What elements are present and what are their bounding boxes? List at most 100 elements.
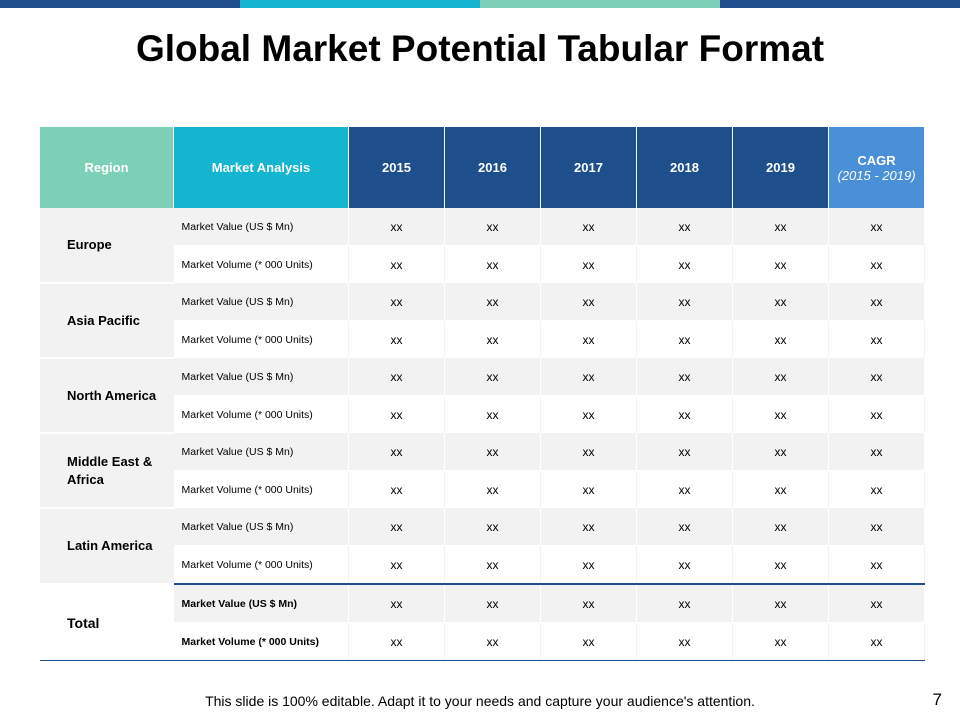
value-cell: xx — [444, 508, 541, 546]
value-cell: xx — [828, 433, 925, 471]
value-cell: xx — [636, 622, 733, 661]
value-cell: xx — [348, 358, 445, 396]
value-cell: xx — [444, 545, 541, 584]
table-header-row: Region Market Analysis 2015 2016 2017 20… — [40, 127, 925, 208]
slide-title: Global Market Potential Tabular Format — [135, 28, 825, 69]
value-cell: xx — [732, 208, 829, 246]
top-color-bar — [0, 0, 960, 8]
top-bar-segment — [0, 0, 240, 8]
value-cell: xx — [348, 245, 445, 283]
header-cagr-label: CAGR — [857, 152, 896, 168]
value-cell: xx — [348, 208, 445, 246]
market-analysis-cell: Market Value (US $ Mn) — [173, 208, 349, 246]
value-cell: xx — [540, 433, 637, 471]
value-cell: xx — [444, 358, 541, 396]
market-analysis-cell: Market Value (US $ Mn) — [173, 508, 349, 546]
value-cell: xx — [828, 508, 925, 546]
region-cell: North America — [40, 358, 174, 434]
value-cell: xx — [636, 320, 733, 358]
value-cell: xx — [732, 245, 829, 283]
value-cell: xx — [828, 622, 925, 661]
table-row: Europe Market Value (US $ Mn) xx xx xx xx xx xx — [40, 208, 925, 284]
value-cell: xx — [636, 358, 733, 396]
value-cell: xx — [636, 583, 733, 623]
table-row: Total Market Value (US $ Mn) xx xx xx xx xx xx — [40, 583, 925, 661]
value-cell: xx — [540, 583, 637, 623]
value-cell: xx — [444, 395, 541, 433]
top-bar-segment — [720, 0, 960, 8]
value-cell: xx — [636, 433, 733, 471]
value-cell: xx — [828, 545, 925, 584]
value-cell: xx — [828, 470, 925, 508]
header-year-2016: 2016 — [444, 127, 541, 208]
value-cell: xx — [348, 622, 445, 661]
value-cell: xx — [828, 320, 925, 358]
market-analysis-cell: Market Value (US $ Mn) — [173, 583, 349, 623]
value-cell: xx — [732, 583, 829, 623]
table-row: Market Volume (* 000 Units) xx xx xx xx xx xx — [40, 320, 925, 358]
value-cell: xx — [444, 622, 541, 661]
value-cell: xx — [828, 283, 925, 321]
table-row: Market Volume (* 000 Units) xx xx xx xx xx xx — [40, 395, 925, 433]
table-row: Market Volume (* 000 Units) xx xx xx xx xx xx — [40, 545, 925, 584]
table-row: Latin America Market Value (US $ Mn) xx xx x… — [40, 508, 925, 585]
value-cell: xx — [348, 320, 445, 358]
page-number: 7 — [932, 690, 942, 709]
value-cell: xx — [348, 395, 445, 433]
market-analysis-cell: Market Volume (* 000 Units) — [173, 470, 349, 508]
region-cell: Asia Pacific — [40, 283, 174, 359]
market-analysis-cell: Market Volume (* 000 Units) — [173, 320, 349, 358]
value-cell: xx — [540, 622, 637, 661]
value-cell: xx — [636, 245, 733, 283]
value-cell: xx — [732, 320, 829, 358]
value-cell: xx — [636, 395, 733, 433]
market-table: Region Market Analysis 2015 2016 2017 20… — [40, 127, 925, 661]
value-cell: xx — [348, 433, 445, 471]
value-cell: xx — [732, 545, 829, 584]
table-row: North America Market Value (US $ Mn) xx xx x… — [40, 358, 925, 434]
table-row: Asia Pacific Market Value (US $ Mn) xx xx xx… — [40, 283, 925, 359]
value-cell: xx — [636, 208, 733, 246]
top-bar-segment — [480, 0, 720, 8]
value-cell: xx — [348, 508, 445, 546]
value-cell: xx — [732, 470, 829, 508]
value-cell: xx — [732, 283, 829, 321]
market-analysis-cell: Market Volume (* 000 Units) — [173, 395, 349, 433]
value-cell: xx — [444, 320, 541, 358]
value-cell: xx — [540, 283, 637, 321]
value-cell: xx — [636, 283, 733, 321]
value-cell: xx — [636, 545, 733, 584]
header-market-analysis: Market Analysis — [173, 127, 349, 208]
value-cell: xx — [828, 208, 925, 246]
value-cell: xx — [540, 358, 637, 396]
market-analysis-cell: Market Volume (* 000 Units) — [173, 622, 349, 661]
value-cell: xx — [540, 245, 637, 283]
value-cell: xx — [540, 320, 637, 358]
top-bar-segment — [240, 0, 480, 8]
value-cell: xx — [732, 433, 829, 471]
value-cell: xx — [732, 395, 829, 433]
table-row: Market Volume (* 000 Units) xx xx xx xx xx xx — [40, 470, 925, 508]
value-cell: xx — [828, 583, 925, 623]
value-cell: xx — [444, 208, 541, 246]
market-analysis-cell: Market Value (US $ Mn) — [173, 283, 349, 321]
value-cell: xx — [444, 283, 541, 321]
value-cell: xx — [348, 470, 445, 508]
value-cell: xx — [444, 245, 541, 283]
header-year-2017: 2017 — [540, 127, 637, 208]
region-cell: Latin America — [40, 508, 174, 585]
footer-note: This slide is 100% editable. Adapt it to… — [205, 693, 755, 709]
market-analysis-cell: Market Value (US $ Mn) — [173, 358, 349, 396]
region-cell: Europe — [40, 208, 174, 284]
header-region: Region — [40, 127, 174, 208]
value-cell: xx — [636, 508, 733, 546]
market-analysis-cell: Market Value (US $ Mn) — [173, 433, 349, 471]
table-body: Europe Market Value (US $ Mn) xx xx xx xx xx xx… — [40, 208, 925, 661]
value-cell: xx — [348, 583, 445, 623]
value-cell: xx — [540, 545, 637, 584]
value-cell: xx — [444, 433, 541, 471]
header-cagr-range: (2015 - 2019) — [837, 167, 916, 183]
value-cell: xx — [540, 470, 637, 508]
value-cell: xx — [828, 395, 925, 433]
header-cagr: CAGR (2015 - 2019) — [828, 127, 925, 208]
